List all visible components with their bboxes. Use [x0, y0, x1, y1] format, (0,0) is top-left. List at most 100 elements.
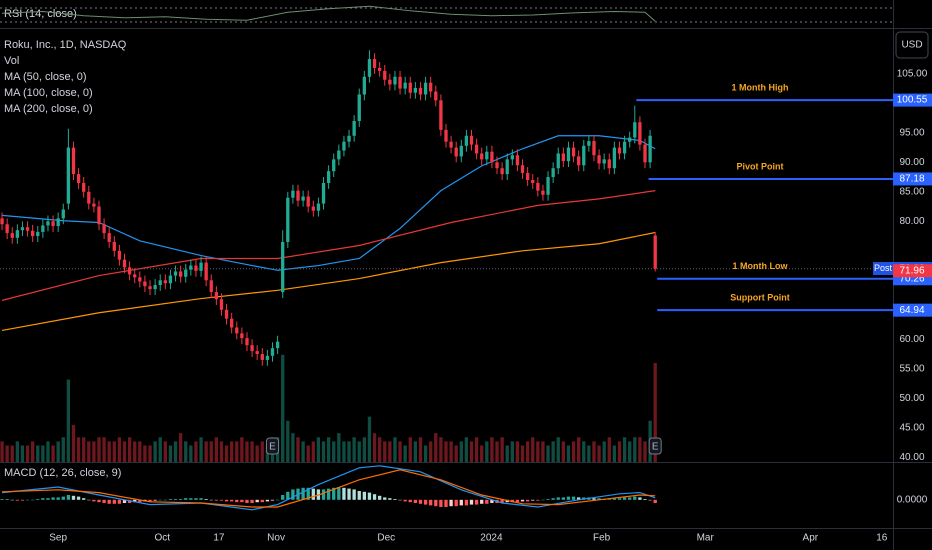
y-tick-label: 80.00	[899, 216, 924, 227]
legend-entry: Vol	[4, 55, 19, 67]
candle-body	[393, 76, 397, 85]
candle-body	[434, 91, 438, 101]
candle-body	[332, 159, 336, 172]
macd-histogram-bar	[413, 499, 418, 503]
volume-bar	[41, 445, 45, 462]
candle-body	[316, 203, 321, 211]
candle-body	[260, 354, 264, 360]
candle-body	[577, 156, 581, 166]
macd-histogram-bar	[25, 499, 30, 501]
candle-body	[541, 190, 545, 195]
candle-body	[459, 145, 463, 157]
candle-body	[495, 162, 499, 169]
volume-bar	[204, 441, 208, 462]
candle-body	[15, 230, 20, 238]
volume-bar	[587, 445, 591, 462]
currency-button[interactable]	[895, 31, 929, 59]
volume-bar	[372, 433, 377, 462]
macd-histogram-bar	[133, 499, 137, 503]
macd-histogram-bar	[500, 499, 504, 503]
volume-bar	[367, 416, 372, 462]
x-tick-label: Sep	[49, 533, 67, 544]
volume-bar	[515, 441, 520, 462]
candle-body	[444, 129, 448, 142]
macd-histogram-bar	[459, 499, 463, 506]
earnings-marker	[265, 437, 279, 455]
candle-body	[643, 144, 647, 163]
candle-body	[423, 82, 428, 95]
level-axis-label: 64.94	[899, 305, 924, 316]
level-label: 1 Month High	[732, 82, 789, 92]
volume-bar	[291, 433, 295, 462]
macd-histogram-bar	[551, 498, 555, 500]
candle-body	[20, 227, 25, 231]
volume-bar	[107, 441, 111, 462]
macd-histogram-bar	[388, 498, 392, 500]
macd-histogram-bar	[41, 498, 45, 500]
macd-histogram-bar	[209, 499, 213, 501]
currency-label[interactable]: USD	[901, 40, 922, 51]
candle-body	[168, 275, 173, 284]
volume-bar	[525, 441, 530, 462]
macd-histogram-bar	[321, 489, 326, 500]
macd-histogram-bar	[138, 499, 142, 503]
candle-body	[648, 135, 652, 163]
macd-histogram-bar	[46, 498, 50, 500]
macd-histogram-bar	[97, 499, 101, 503]
macd-histogram-bar	[480, 499, 484, 504]
macd-histogram-bar	[311, 488, 315, 500]
macd-histogram-bar	[449, 499, 453, 507]
candle-body	[153, 285, 157, 290]
x-tick-label: Apr	[803, 533, 819, 544]
candle-body	[230, 318, 234, 328]
candle-body	[556, 153, 560, 169]
macd-histogram-bar	[102, 499, 106, 503]
candle-body	[383, 70, 387, 80]
volume-bar	[148, 445, 152, 462]
candle-body	[510, 155, 514, 160]
macd-histogram-bar	[265, 499, 270, 502]
volume-bar	[332, 441, 336, 462]
macd-histogram-bar	[122, 499, 127, 503]
macd-histogram-bar	[178, 499, 183, 500]
volume-bar	[163, 441, 167, 462]
macd-histogram-bar	[204, 499, 208, 500]
volume-bar	[224, 445, 229, 462]
macd-histogram-bar	[66, 495, 71, 500]
candle-body	[321, 182, 326, 204]
volume-bar	[230, 441, 234, 462]
post-label: Post	[874, 263, 893, 273]
macd-histogram-bar	[306, 487, 310, 500]
candle-body	[133, 274, 137, 278]
candle-body	[633, 122, 637, 138]
volume-bar	[388, 441, 392, 462]
volume-bar	[439, 437, 443, 462]
macd-histogram-bar	[260, 499, 264, 503]
macd-histogram-bar	[219, 499, 224, 501]
macd-histogram-bar	[286, 491, 290, 500]
volume-bar	[546, 445, 550, 462]
macd-histogram-bar	[464, 499, 469, 506]
volume-bar	[377, 437, 382, 462]
candle-body	[0, 218, 4, 225]
volume-bar	[326, 437, 331, 462]
volume-bar	[158, 437, 162, 462]
volume-bar	[316, 437, 321, 462]
volume-bar	[153, 441, 157, 462]
volume-bar	[500, 437, 504, 462]
candle-body	[92, 203, 96, 207]
volume-bar	[531, 437, 535, 462]
candle-body	[617, 147, 622, 154]
candle-body	[250, 345, 254, 352]
candle-body	[189, 265, 193, 270]
macd-histogram-bar	[153, 499, 157, 501]
macd-histogram-bar	[454, 499, 458, 507]
volume-bar	[61, 437, 65, 462]
candle-body	[326, 171, 331, 183]
volume-bar	[71, 424, 76, 462]
macd-histogram-bar	[326, 488, 331, 500]
candle-body	[87, 191, 91, 204]
volume-bar	[597, 445, 601, 462]
candle-body	[520, 165, 525, 173]
candle-body	[204, 262, 208, 281]
